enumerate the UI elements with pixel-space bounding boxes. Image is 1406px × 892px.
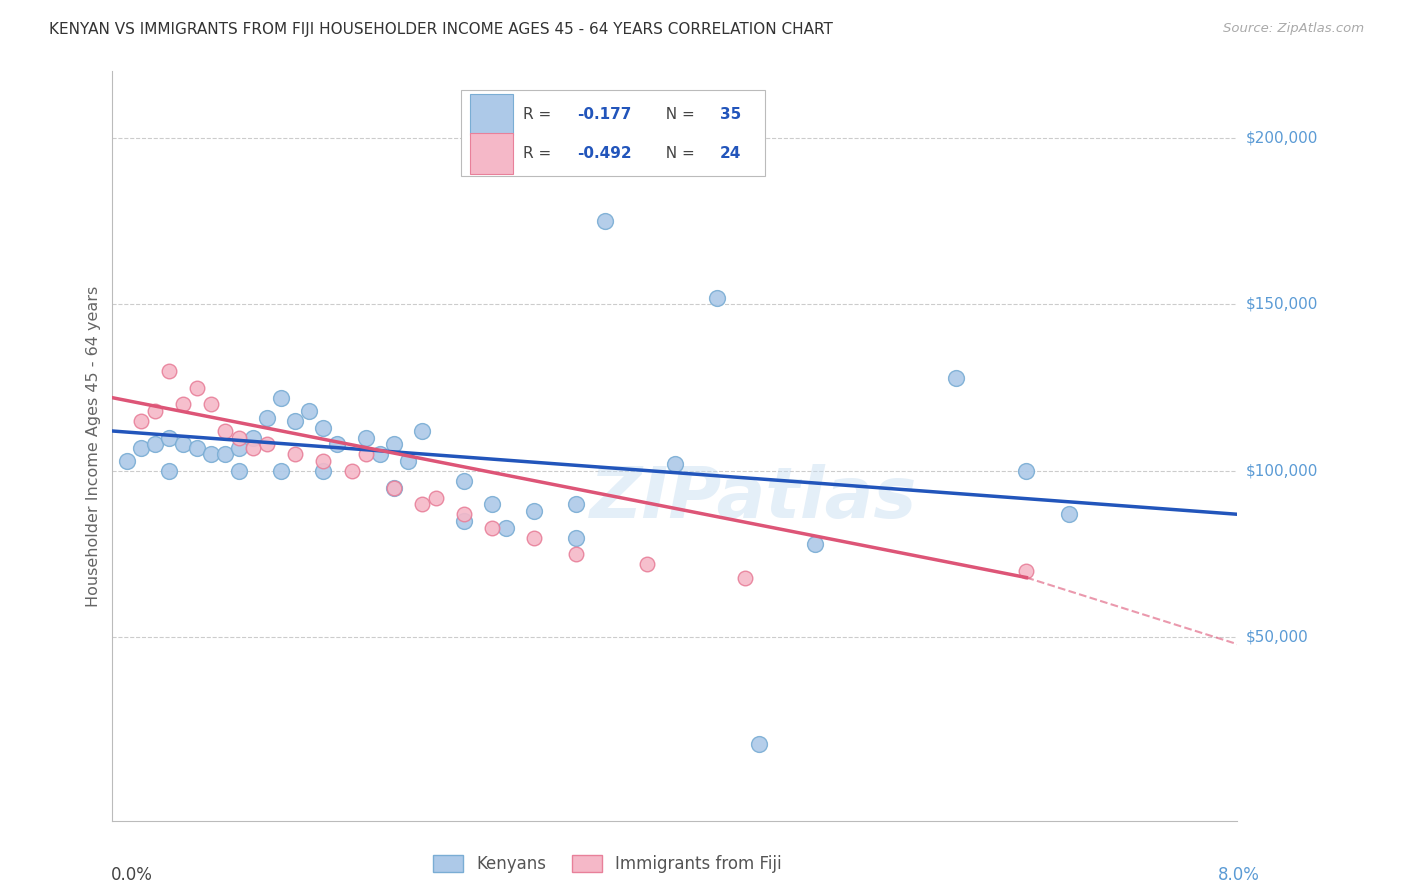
FancyBboxPatch shape xyxy=(461,90,765,177)
Text: 8.0%: 8.0% xyxy=(1218,865,1260,884)
Point xyxy=(481,497,503,511)
Text: N =: N = xyxy=(655,146,699,161)
Text: 0.0%: 0.0% xyxy=(111,865,153,884)
Point xyxy=(804,537,827,551)
Point xyxy=(143,404,166,418)
Text: $200,000: $200,000 xyxy=(1246,130,1317,145)
Text: Source: ZipAtlas.com: Source: ZipAtlas.com xyxy=(1223,22,1364,36)
Point xyxy=(256,437,278,451)
Point xyxy=(636,558,658,572)
Point xyxy=(593,214,616,228)
Point xyxy=(326,437,349,451)
Point xyxy=(157,364,180,378)
Text: ZIPatlas: ZIPatlas xyxy=(591,464,917,533)
Legend: Kenyans, Immigrants from Fiji: Kenyans, Immigrants from Fiji xyxy=(426,848,789,880)
Point xyxy=(481,520,503,534)
Point xyxy=(1015,464,1038,478)
Point xyxy=(157,431,180,445)
Point xyxy=(298,404,321,418)
Point xyxy=(748,737,770,751)
Point xyxy=(453,508,475,522)
Point xyxy=(453,514,475,528)
Text: $100,000: $100,000 xyxy=(1246,464,1317,478)
Point xyxy=(565,547,588,561)
Bar xyxy=(470,133,513,175)
Point xyxy=(495,520,517,534)
Point xyxy=(312,464,335,478)
Point xyxy=(1057,508,1080,522)
Point xyxy=(186,441,208,455)
Point xyxy=(186,381,208,395)
Point xyxy=(411,497,433,511)
Point xyxy=(1015,564,1038,578)
Point xyxy=(523,504,546,518)
Point xyxy=(242,441,264,455)
Point xyxy=(453,474,475,488)
Point xyxy=(129,441,152,455)
Text: KENYAN VS IMMIGRANTS FROM FIJI HOUSEHOLDER INCOME AGES 45 - 64 YEARS CORRELATION: KENYAN VS IMMIGRANTS FROM FIJI HOUSEHOLD… xyxy=(49,22,834,37)
Point xyxy=(200,447,222,461)
Point xyxy=(523,531,546,545)
Point xyxy=(115,454,138,468)
Text: N =: N = xyxy=(655,107,699,122)
Point xyxy=(565,531,588,545)
Text: R =: R = xyxy=(523,107,557,122)
Text: 24: 24 xyxy=(720,146,741,161)
Point xyxy=(214,447,236,461)
Text: $50,000: $50,000 xyxy=(1246,630,1309,645)
Point xyxy=(129,414,152,428)
Point xyxy=(270,391,292,405)
Point xyxy=(157,464,180,478)
Text: $150,000: $150,000 xyxy=(1246,297,1317,312)
Point xyxy=(368,447,391,461)
Point xyxy=(228,441,250,455)
Point xyxy=(172,397,194,411)
Point xyxy=(945,370,967,384)
Point xyxy=(382,481,405,495)
Point xyxy=(664,458,686,472)
Point xyxy=(425,491,447,505)
Point xyxy=(228,464,250,478)
Point xyxy=(396,454,419,468)
Point xyxy=(200,397,222,411)
Text: 35: 35 xyxy=(720,107,741,122)
Point xyxy=(354,431,377,445)
Point xyxy=(312,420,335,434)
Point xyxy=(214,424,236,438)
Point xyxy=(270,464,292,478)
Point xyxy=(256,410,278,425)
Point xyxy=(382,481,405,495)
Point xyxy=(228,431,250,445)
Point xyxy=(284,447,307,461)
Point xyxy=(340,464,363,478)
Point xyxy=(411,424,433,438)
Point xyxy=(312,454,335,468)
Point xyxy=(382,437,405,451)
Point xyxy=(706,291,728,305)
Point xyxy=(354,447,377,461)
Text: -0.492: -0.492 xyxy=(576,146,631,161)
Point xyxy=(565,497,588,511)
Text: -0.177: -0.177 xyxy=(576,107,631,122)
Point xyxy=(143,437,166,451)
Text: R =: R = xyxy=(523,146,557,161)
Bar xyxy=(470,95,513,136)
Y-axis label: Householder Income Ages 45 - 64 years: Householder Income Ages 45 - 64 years xyxy=(86,285,101,607)
Point xyxy=(284,414,307,428)
Point xyxy=(242,431,264,445)
Point xyxy=(734,570,756,584)
Point xyxy=(172,437,194,451)
